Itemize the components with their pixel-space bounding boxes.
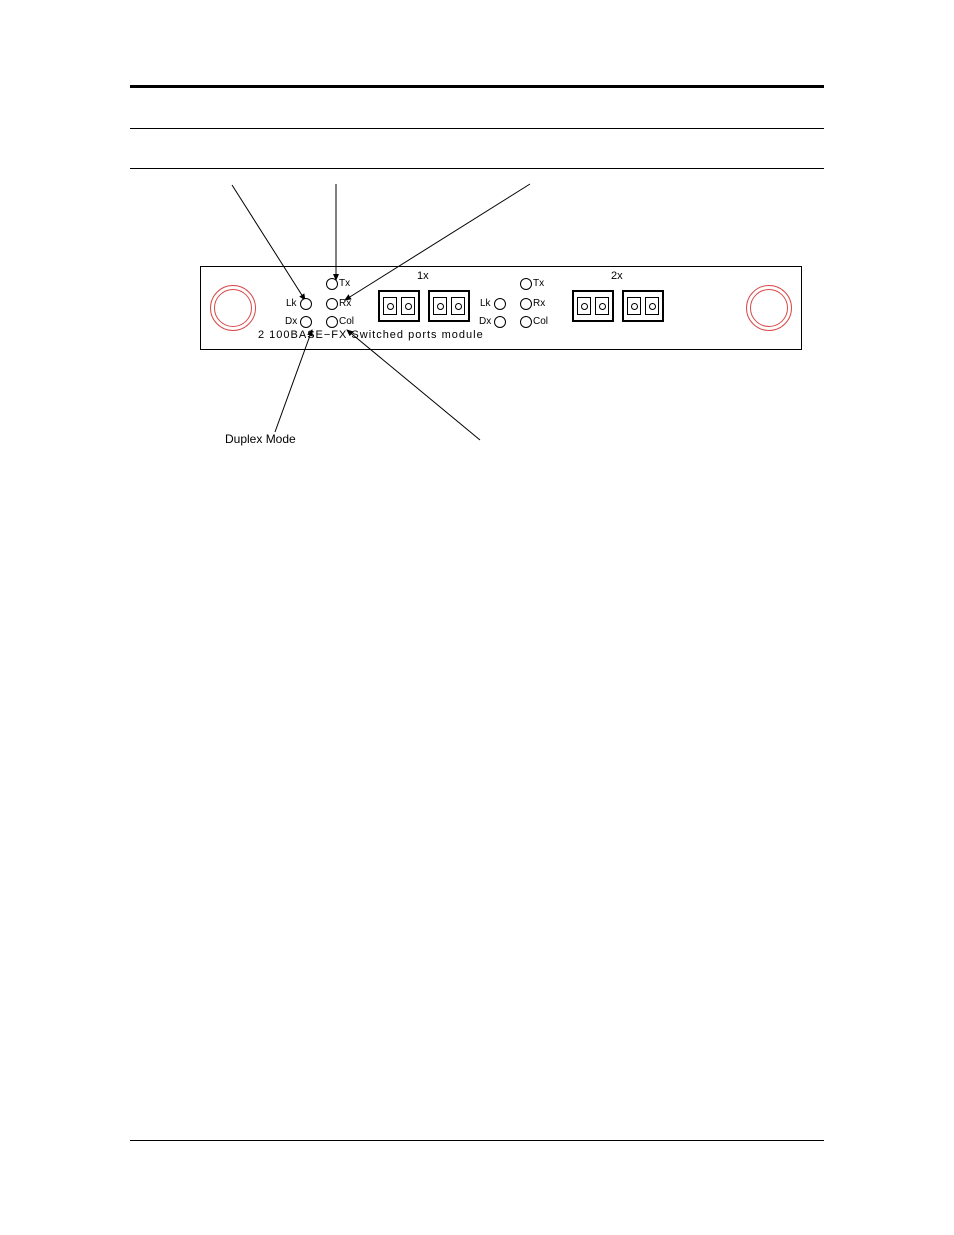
port2-label: 2x (611, 270, 623, 282)
callout-arrows (0, 0, 954, 1235)
led-tx-2-label: Tx (533, 278, 544, 289)
led-tx-1 (326, 278, 338, 290)
screw-right-inner (750, 289, 788, 327)
led-lk-2-label: Lk (480, 298, 491, 309)
led-tx-2 (520, 278, 532, 290)
led-col-2-label: Col (533, 316, 548, 327)
led-rx-1-label: Rx (339, 298, 351, 309)
led-lk-2 (494, 298, 506, 310)
led-dx-1-label: Dx (285, 316, 297, 327)
led-col-1-label: Col (339, 316, 354, 327)
led-lk-1-label: Lk (286, 298, 297, 309)
callout-duplex: Duplex Mode (225, 432, 296, 446)
led-dx-2 (494, 316, 506, 328)
led-rx-2-label: Rx (533, 298, 545, 309)
sc-port-2a (572, 290, 614, 322)
led-lk-1 (300, 298, 312, 310)
sc-port-1a (378, 290, 420, 322)
module-label: 2 100BASE−FX Switched ports module (258, 329, 484, 341)
led-col-2 (520, 316, 532, 328)
led-rx-2 (520, 298, 532, 310)
led-rx-1 (326, 298, 338, 310)
screw-left-inner (214, 289, 252, 327)
led-dx-2-label: Dx (479, 316, 491, 327)
sc-port-2b (622, 290, 664, 322)
page: 1x 2x Tx Lk Rx Dx Col Tx Lk Rx Dx Col 2 … (0, 0, 954, 1235)
led-col-1 (326, 316, 338, 328)
led-dx-1 (300, 316, 312, 328)
port1-label: 1x (417, 270, 429, 282)
sc-port-1b (428, 290, 470, 322)
led-tx-1-label: Tx (339, 278, 350, 289)
